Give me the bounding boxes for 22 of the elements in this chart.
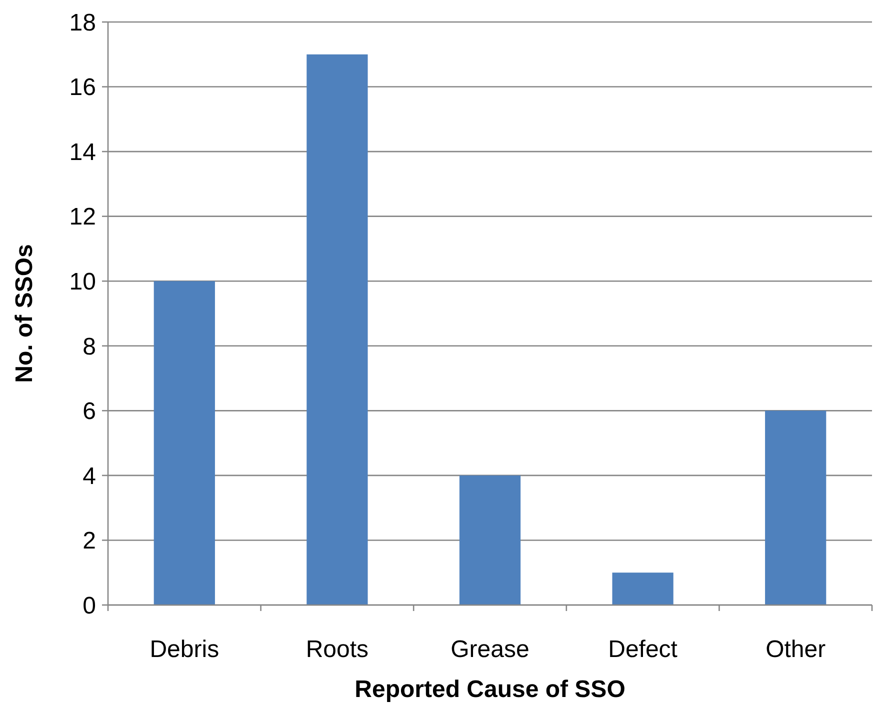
y-tick-label: 8 xyxy=(82,333,96,360)
bar xyxy=(459,475,521,605)
y-tick-label: 12 xyxy=(69,204,96,231)
bar xyxy=(154,281,215,605)
y-tick-label: 14 xyxy=(69,138,96,166)
x-tick-label: Grease xyxy=(450,636,530,663)
y-tick-label: 10 xyxy=(69,268,96,296)
bar xyxy=(765,410,826,605)
x-tick-label: Other xyxy=(766,636,826,663)
x-tick-label: Defect xyxy=(608,636,678,663)
x-tick-label: Debris xyxy=(150,636,220,663)
y-tick-label: 16 xyxy=(69,74,96,102)
y-axis-title: No. of SSOs xyxy=(11,244,38,383)
y-tick-label: 4 xyxy=(82,462,96,490)
y-tick-label: 18 xyxy=(69,9,96,36)
bar xyxy=(612,572,674,605)
x-tick-label: Roots xyxy=(306,636,369,663)
y-tick-label: 6 xyxy=(82,398,96,426)
bar xyxy=(306,54,368,605)
x-axis-title: Reported Cause of SSO xyxy=(354,676,626,703)
y-tick-label: 0 xyxy=(82,592,96,620)
y-tick-label: 2 xyxy=(82,528,96,555)
